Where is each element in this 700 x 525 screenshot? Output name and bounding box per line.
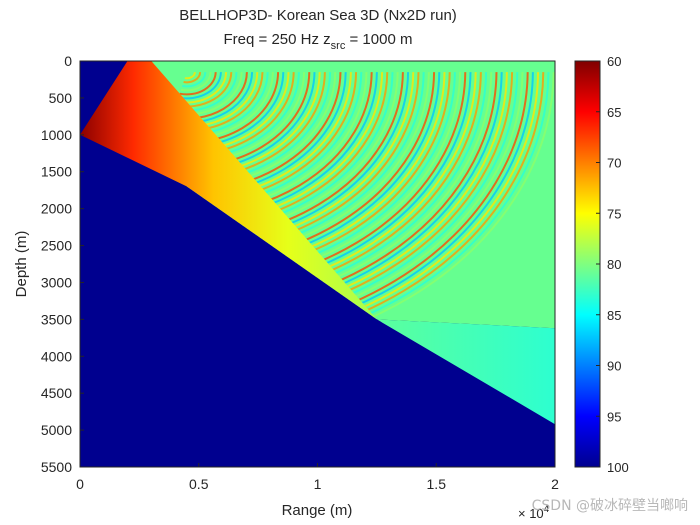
colorbar-tick-label: 60 <box>607 54 621 69</box>
fringe-arc <box>183 71 202 84</box>
chart-subtitle: Freq = 250 Hz zsrc = 1000 m <box>224 31 413 52</box>
x-tick-label: 1 <box>314 476 322 492</box>
fringe-arc <box>127 72 545 329</box>
fringe-arc <box>179 72 217 96</box>
y-axis: 0 500 1000 1500 2000 2500 3000 3500 4000 4500 5000… <box>41 53 84 475</box>
colorbar-tick-label: 95 <box>607 409 621 424</box>
colorbar-tick-label: 65 <box>607 105 621 120</box>
y-tick-label: 500 <box>49 90 73 106</box>
fringe-arc <box>127 72 550 329</box>
fringe-arc <box>178 72 222 100</box>
subtitle-subscript: src <box>331 40 346 52</box>
x-exponent-power: 4 <box>544 504 550 515</box>
x-tick-label: 2 <box>551 476 559 492</box>
y-tick-label: 1500 <box>41 164 72 180</box>
colorbar-tick-label: 100 <box>607 460 629 475</box>
fringe-arc <box>127 72 529 329</box>
x-tick-label: 0.5 <box>189 476 209 492</box>
direct-beam-region <box>80 61 377 320</box>
y-tick-label: 2000 <box>41 201 72 217</box>
x-tick-label: 1.5 <box>427 476 447 492</box>
x-exponent-base: × 10 <box>518 506 544 521</box>
x-axis-exponent: × 104 <box>518 504 550 521</box>
y-tick-label: 2500 <box>41 238 72 254</box>
colorbar-axis: 60 65 70 75 80 85 90 95 100 <box>596 54 629 475</box>
y-tick-label: 3000 <box>41 274 72 290</box>
y-tick-label: 4500 <box>41 385 72 401</box>
y-tick-label: 3500 <box>41 311 72 327</box>
x-axis-label: Range (m) <box>282 502 353 519</box>
fringe-arc <box>127 72 540 329</box>
colorbar-tick-label: 85 <box>607 308 621 323</box>
y-tick-label: 1000 <box>41 127 72 143</box>
y-axis-label: Depth (m) <box>13 231 30 298</box>
reflected-field-region <box>186 186 555 425</box>
fringe-arc <box>182 71 207 88</box>
subtitle-suffix: = 1000 m <box>345 31 412 48</box>
fringe-arc <box>127 72 524 329</box>
chart-title: BELLHOP3D- Korean Sea 3D (Nx2D run) <box>179 7 457 24</box>
fringe-arc <box>184 71 196 80</box>
x-axis: 0 0.5 1 1.5 2 <box>76 463 559 492</box>
y-tick-label: 4000 <box>41 348 72 364</box>
y-tick-label: 5000 <box>41 422 72 438</box>
subtitle-prefix: Freq = 250 Hz z <box>224 31 331 48</box>
colorbar-tick-label: 75 <box>607 206 621 221</box>
watermark: CSDN @破冰碎壁当啷响 <box>531 498 688 514</box>
colorbar-tick-label: 70 <box>607 156 621 171</box>
plot-area <box>80 61 555 467</box>
y-tick-label: 5500 <box>41 459 72 475</box>
y-tick-label: 0 <box>64 53 72 69</box>
colorbar-tick-label: 90 <box>607 359 621 374</box>
x-tick-label: 0 <box>76 476 84 492</box>
fringe-arc <box>127 72 555 329</box>
fringe-arc <box>127 72 534 329</box>
colorbar-tick-label: 80 <box>607 257 621 272</box>
fringe-arc <box>180 71 212 92</box>
colorbar <box>574 60 601 468</box>
